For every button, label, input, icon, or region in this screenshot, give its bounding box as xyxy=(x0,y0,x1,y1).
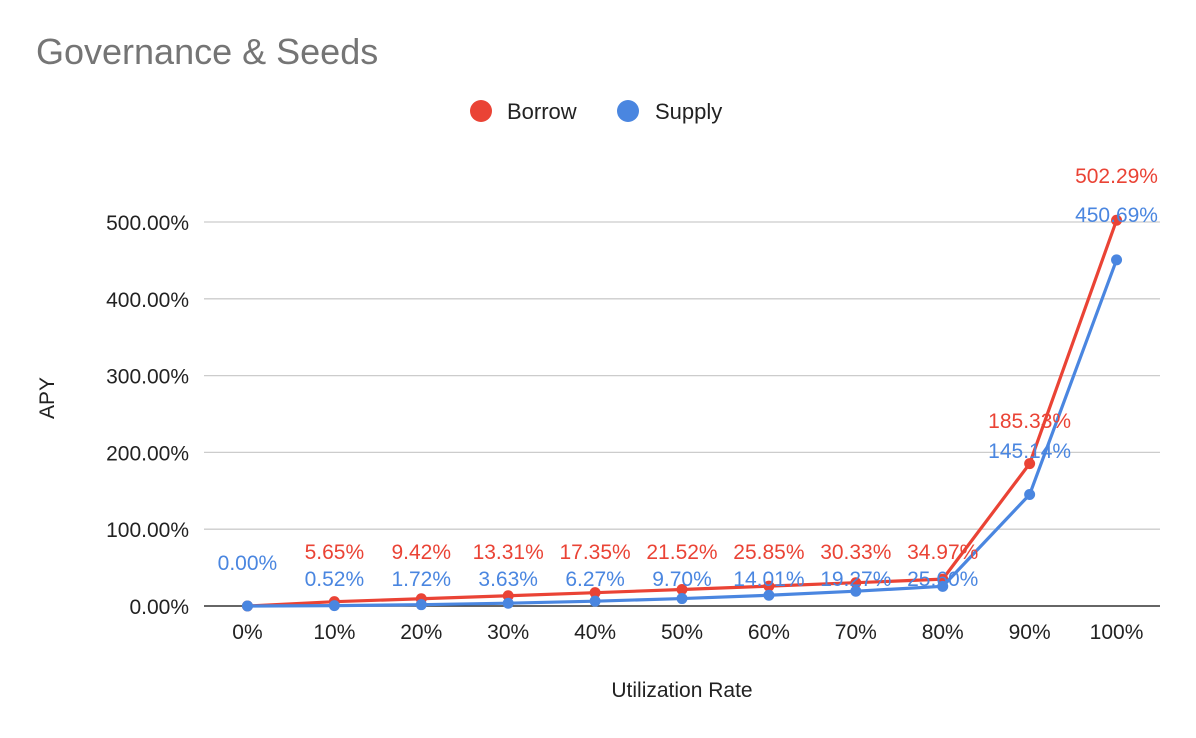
borrow-point[interactable] xyxy=(763,580,775,592)
borrow-point[interactable] xyxy=(850,577,862,589)
supply-data-label: 19.27% xyxy=(820,568,891,591)
supply-point[interactable] xyxy=(415,599,427,611)
x-axis-ticks: 0% 10% 20% 30% 40% 50% 60% 70% 80% 90% 100% xyxy=(232,621,1143,644)
x-tick-label: 50% xyxy=(661,621,703,644)
x-tick-label: 90% xyxy=(1009,621,1051,644)
borrow-data-label: 13.31% xyxy=(473,541,544,564)
borrow-data-label: 185.33% xyxy=(988,410,1071,433)
borrow-point[interactable] xyxy=(589,587,601,599)
supply-point[interactable] xyxy=(502,597,514,609)
supply-point[interactable] xyxy=(589,595,601,607)
x-tick-label: 20% xyxy=(400,621,442,644)
supply-data-label: 450.69% xyxy=(1075,204,1158,227)
legend-supply-swatch xyxy=(617,100,639,122)
supply-data-label: 6.27% xyxy=(565,568,625,591)
borrow-data-label: 9.42% xyxy=(391,541,451,564)
supply-point[interactable] xyxy=(241,600,253,612)
y-tick-label: 300.00% xyxy=(106,366,189,389)
supply-data-label: 0.52% xyxy=(305,568,365,591)
y-tick-label: 0.00% xyxy=(129,596,189,619)
x-tick-label: 40% xyxy=(574,621,616,644)
y-tick-label: 400.00% xyxy=(106,289,189,312)
borrow-data-label: 21.52% xyxy=(646,541,717,564)
borrow-data-label: 30.33% xyxy=(820,541,891,564)
supply-data-label: 14.01% xyxy=(733,568,804,591)
supply-data-label: 1.72% xyxy=(391,568,451,591)
y-axis-ticks: 0.00% 100.00% 200.00% 300.00% 400.00% 500.00% xyxy=(106,212,189,619)
supply-point[interactable] xyxy=(937,580,949,592)
supply-data-label: 145.14% xyxy=(988,440,1071,463)
x-tick-label: 100% xyxy=(1090,621,1144,644)
supply-data-label: 25.60% xyxy=(907,568,978,591)
supply-data-label: 3.63% xyxy=(478,568,538,591)
x-tick-label: 0% xyxy=(232,621,262,644)
borrow-data-label: 502.29% xyxy=(1075,165,1158,188)
x-tick-label: 60% xyxy=(748,621,790,644)
borrow-data-label: 5.65% xyxy=(305,541,365,564)
borrow-data-label: 34.97% xyxy=(907,541,978,564)
x-tick-label: 80% xyxy=(922,621,964,644)
y-tick-label: 200.00% xyxy=(106,442,189,465)
supply-data-label: 9.70% xyxy=(652,568,712,591)
legend-supply-label[interactable]: Supply xyxy=(655,99,722,124)
borrow-point[interactable] xyxy=(676,583,688,595)
supply-point[interactable] xyxy=(1111,254,1123,266)
y-axis-label: APY xyxy=(36,377,59,419)
y-tick-label: 500.00% xyxy=(106,212,189,235)
legend-borrow-swatch xyxy=(470,100,492,122)
legend-borrow-label[interactable]: Borrow xyxy=(507,99,577,124)
supply-point[interactable] xyxy=(763,589,775,601)
x-tick-label: 70% xyxy=(835,621,877,644)
x-tick-label: 30% xyxy=(487,621,529,644)
borrow-data-label: 25.85% xyxy=(733,541,804,564)
gridlines xyxy=(204,221,1160,607)
supply-point[interactable] xyxy=(676,593,688,605)
supply-point[interactable] xyxy=(1024,489,1036,501)
chart-title: Governance & Seeds xyxy=(36,31,378,72)
supply-point[interactable] xyxy=(328,600,340,612)
supply-point[interactable] xyxy=(850,585,862,597)
borrow-point[interactable] xyxy=(1111,214,1123,226)
legend: Borrow Supply xyxy=(470,99,722,124)
series xyxy=(241,214,1123,612)
borrow-data-label: 17.35% xyxy=(559,541,630,564)
y-tick-label: 100.00% xyxy=(106,519,189,542)
x-axis-label: Utilization Rate xyxy=(611,679,752,702)
data-labels: 5.65% 9.42% 13.31% 17.35% 21.52% 25.85% 30.33%… xyxy=(218,165,1158,591)
supply-data-label: 0.00% xyxy=(218,552,278,575)
borrow-point[interactable] xyxy=(1024,458,1036,470)
x-tick-label: 10% xyxy=(313,621,355,644)
